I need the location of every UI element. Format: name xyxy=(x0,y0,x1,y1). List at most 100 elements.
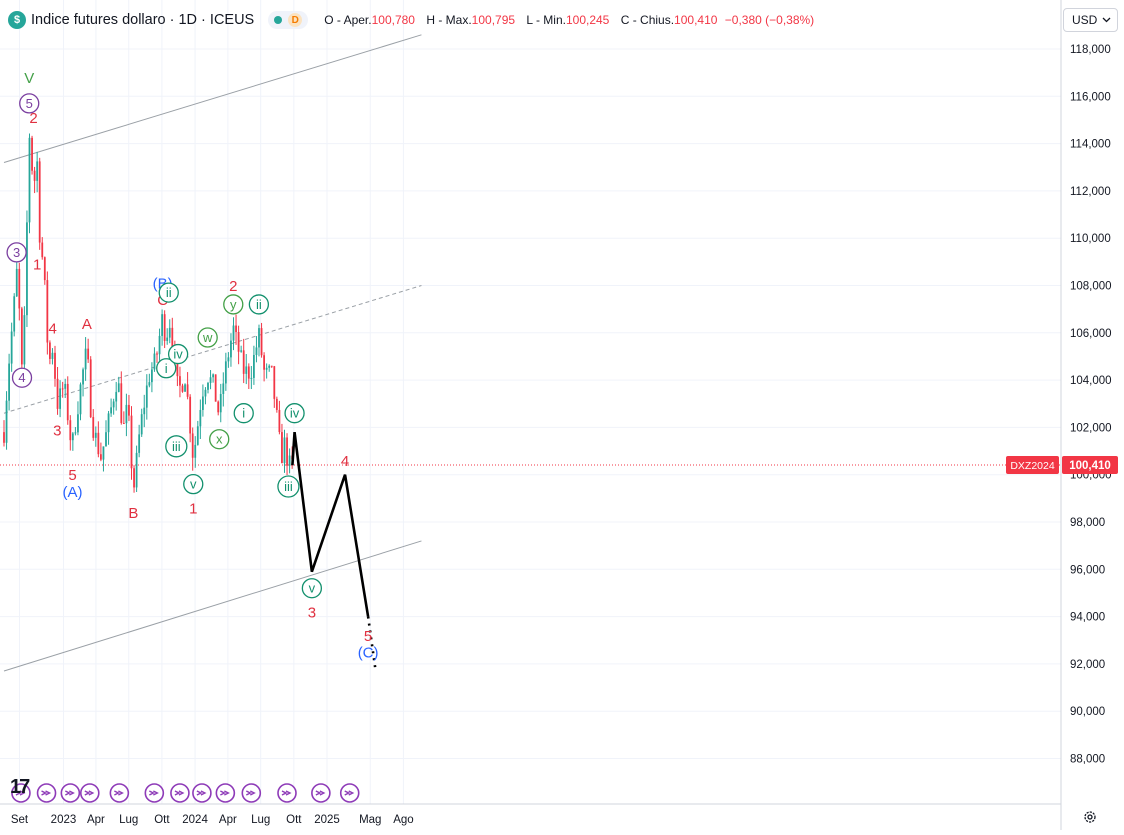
candle-body xyxy=(82,369,84,385)
candle-body xyxy=(102,446,105,460)
low-value: 100,245 xyxy=(565,13,610,27)
wave-label: 5 xyxy=(26,96,33,111)
x-tick-label: Ago xyxy=(393,814,413,826)
change-value: −0,380 (−0,38%) xyxy=(724,13,815,27)
currency-select[interactable]: USD xyxy=(1063,8,1118,32)
forward-arrow-glyph xyxy=(245,790,256,796)
forward-arrow-glyph xyxy=(65,790,75,796)
candle-body xyxy=(84,348,87,370)
forward-arrow-glyph xyxy=(41,790,52,796)
candle-body xyxy=(87,348,90,360)
candle-body xyxy=(156,353,158,355)
candle-body xyxy=(148,382,151,386)
candle-body xyxy=(89,359,92,418)
high-label: H - Max. xyxy=(426,13,472,27)
wave-label-circle xyxy=(301,578,323,599)
candle-body xyxy=(61,388,64,390)
y-tick-label: 114,000 xyxy=(1070,139,1111,151)
candle-body xyxy=(140,414,143,435)
candle-body xyxy=(242,350,245,374)
wave-label: 2 xyxy=(29,110,37,127)
y-tick-label: 108,000 xyxy=(1070,281,1112,293)
wave-label-circle xyxy=(284,403,305,424)
candle-body xyxy=(176,355,179,377)
candle-body xyxy=(227,357,230,362)
candle-body xyxy=(110,407,112,414)
y-tick-label: 110,000 xyxy=(1070,233,1111,245)
candle-body xyxy=(71,433,74,441)
candle-body xyxy=(143,407,146,415)
status-pill[interactable]: D xyxy=(268,11,309,29)
candle-body xyxy=(163,314,166,341)
candle-body xyxy=(107,413,110,433)
wave-label: (A) xyxy=(62,484,82,501)
candle-body xyxy=(161,314,163,336)
forward-arrow-glyph xyxy=(196,790,207,796)
wave-label: 2 xyxy=(229,278,237,295)
wave-label-circle xyxy=(11,367,33,388)
y-tick-label: 88,000 xyxy=(1070,754,1105,766)
wave-label-circle xyxy=(167,343,189,365)
candle-body xyxy=(171,327,174,353)
candle-body xyxy=(18,268,21,309)
y-tick-label: 92,000 xyxy=(1070,659,1105,671)
candle-body xyxy=(20,308,23,365)
y-tick-label: 98,000 xyxy=(1070,517,1105,529)
candle-body xyxy=(286,437,288,466)
candle-body xyxy=(191,433,194,458)
candle-body xyxy=(273,366,276,399)
x-tick-label: 2024 xyxy=(182,814,208,826)
x-tick-label: Apr xyxy=(219,814,237,826)
candle-body xyxy=(51,352,54,359)
y-tick-label: 94,000 xyxy=(1070,612,1105,624)
wave-label: A xyxy=(82,316,92,333)
wave-label: w xyxy=(202,330,213,345)
candle-body xyxy=(5,400,8,443)
wave-label: B xyxy=(128,505,138,522)
tradingview-logo[interactable]: 17 xyxy=(10,776,30,798)
low-label: L - Min. xyxy=(526,13,566,27)
candle-body xyxy=(212,374,214,378)
candle-body xyxy=(196,426,199,445)
candle-body xyxy=(54,352,56,379)
candle-body xyxy=(105,432,107,447)
candle-body xyxy=(255,347,258,355)
wave-label: 1 xyxy=(33,257,41,274)
candle-body xyxy=(41,242,44,258)
candle-body xyxy=(184,384,186,392)
y-tick-label: 102,000 xyxy=(1070,422,1112,434)
candle-body xyxy=(13,296,16,332)
candle-body xyxy=(166,337,169,341)
wave-label: iii xyxy=(284,479,293,494)
candle-body xyxy=(130,415,133,469)
candle-body xyxy=(59,388,61,409)
wave-label-circle xyxy=(165,435,188,458)
candle-body xyxy=(120,383,123,423)
gear-icon[interactable] xyxy=(1083,810,1097,827)
candle-body xyxy=(135,452,138,488)
wave-label: v xyxy=(309,581,316,596)
symbol-title[interactable]: Indice futures dollaro · 1D · ICEUS xyxy=(31,12,255,28)
candle-body xyxy=(43,257,46,281)
candle-body xyxy=(151,369,153,383)
candle-body xyxy=(202,396,204,410)
x-tick-label: 2023 xyxy=(51,814,77,826)
y-tick-label: 106,000 xyxy=(1070,328,1112,340)
projection-dotted-path xyxy=(366,616,377,669)
candle-body xyxy=(270,365,273,367)
candle-body xyxy=(46,280,49,343)
candle-body xyxy=(230,340,232,358)
y-tick-label: 112,000 xyxy=(1070,186,1111,198)
forward-arrow-glyph xyxy=(84,790,95,796)
wave-label-circle xyxy=(248,294,270,315)
candle-body xyxy=(66,383,69,421)
forward-arrow-glyph xyxy=(315,790,326,796)
candle-body xyxy=(275,398,278,410)
wave-label-circle xyxy=(233,403,254,424)
wave-label-circle xyxy=(6,242,27,263)
wave-label-circle xyxy=(277,475,300,498)
candle-body xyxy=(36,161,39,181)
y-tick-label: 104,000 xyxy=(1070,375,1112,387)
